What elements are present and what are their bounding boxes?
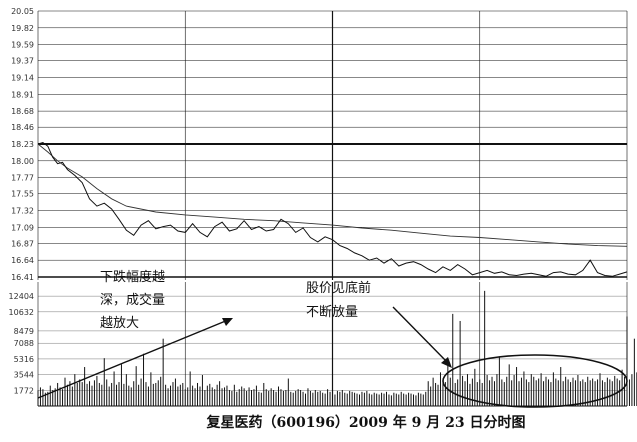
price-tick-label: 19.59 bbox=[11, 41, 34, 50]
right-annotation-line-1: 股价见底前 bbox=[306, 280, 371, 296]
price-tick-label: 19.82 bbox=[11, 24, 34, 33]
price-tick-label: 19.14 bbox=[11, 74, 34, 83]
price-tick-label: 16.64 bbox=[11, 256, 34, 265]
price-tick-label: 19.37 bbox=[11, 57, 34, 66]
right-annotation-line-2: 不断放量 bbox=[306, 305, 358, 320]
price-tick-label: 16.87 bbox=[11, 239, 34, 248]
volume-tick-label: 12404 bbox=[9, 292, 34, 301]
price-axis-ticks: 20.05 19.82 19.59 19.37 19.14 18.91 18.68 18.46… bbox=[11, 7, 34, 282]
left-annotation-line-2: 深，成交量 bbox=[100, 292, 165, 308]
price-tick-label: 16.41 bbox=[11, 273, 34, 282]
chart-caption: 复星医药（600196）2009 年 9 月 23 日分时图 bbox=[205, 414, 525, 431]
left-annotation-line-3: 越放大 bbox=[100, 316, 139, 331]
left-annotation: 下跌幅度越 深，成交量 越放大 bbox=[37, 269, 233, 399]
price-grid bbox=[37, 10, 628, 280]
price-tick-label: 18.23 bbox=[11, 140, 34, 149]
right-annotation: 股价见底前 不断放量 bbox=[306, 280, 628, 408]
bottom-arrowhead bbox=[441, 357, 452, 368]
volume-tick-label: 3544 bbox=[14, 371, 34, 380]
volume-tick-label: 1772 bbox=[14, 386, 34, 395]
volume-axis-ticks: 12404 10632 8479 7088 5316 3544 1772 bbox=[9, 292, 34, 395]
price-tick-label: 17.09 bbox=[11, 223, 34, 232]
price-tick-label: 18.46 bbox=[11, 123, 34, 132]
price-line bbox=[37, 141, 628, 277]
left-annotation-line-1: 下跌幅度越 bbox=[100, 269, 165, 285]
price-tick-label: 20.05 bbox=[11, 7, 34, 16]
trend-arrow bbox=[37, 319, 229, 399]
price-tick-label: 18.68 bbox=[11, 107, 34, 116]
bottom-arrow bbox=[392, 306, 449, 364]
trend-arrowhead bbox=[222, 318, 233, 326]
volume-tick-label: 8479 bbox=[14, 327, 34, 336]
volume-tick-label: 7088 bbox=[14, 339, 34, 348]
price-tick-label: 18.00 bbox=[11, 157, 34, 166]
price-tick-label: 17.55 bbox=[11, 190, 34, 199]
volume-tick-label: 10632 bbox=[9, 308, 34, 317]
average-price-line bbox=[37, 143, 628, 247]
price-tick-label: 17.77 bbox=[11, 174, 34, 183]
highlight-ellipse bbox=[442, 354, 628, 408]
price-tick-label: 18.91 bbox=[11, 90, 34, 99]
volume-tick-label: 5316 bbox=[14, 355, 34, 364]
price-tick-label: 17.32 bbox=[11, 207, 34, 216]
